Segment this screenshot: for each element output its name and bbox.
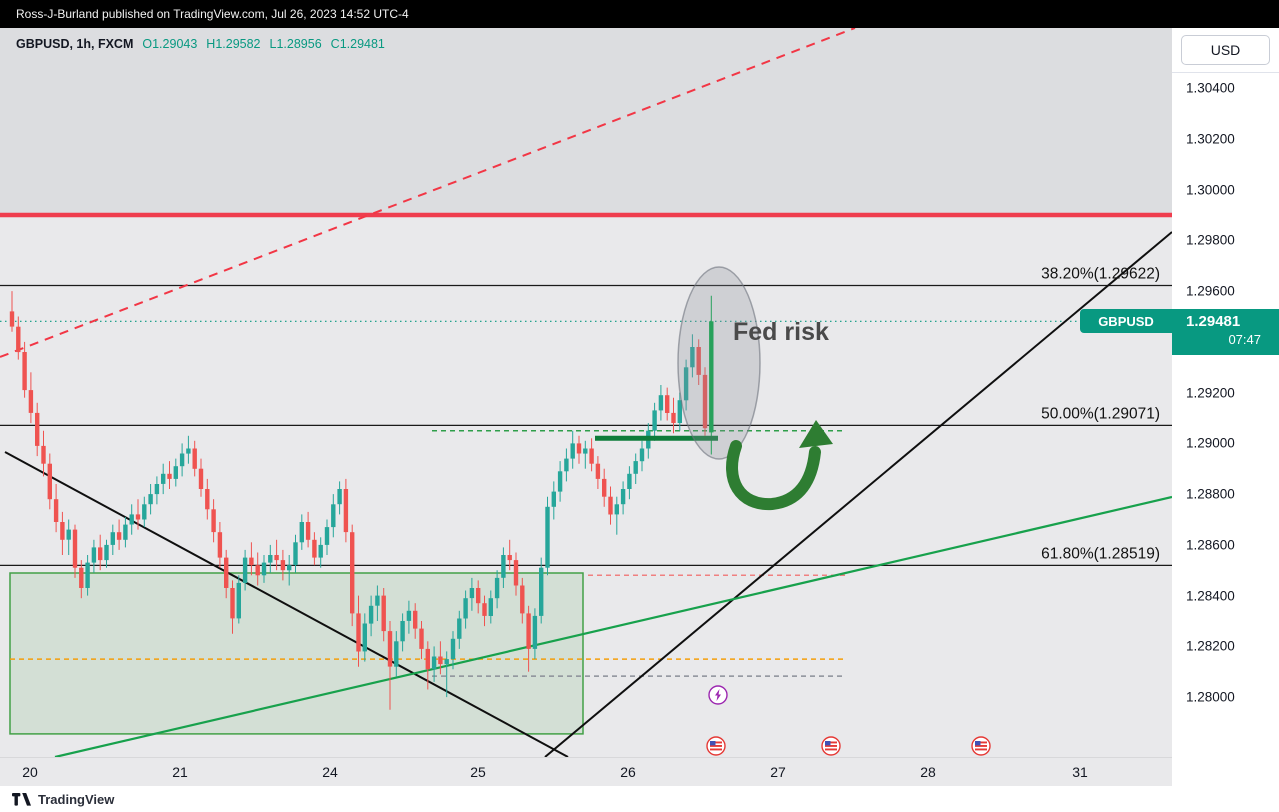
price-tick: 1.29000 [1186,435,1235,451]
price-tick: 1.30400 [1186,80,1235,96]
price-axis[interactable]: USD 1.30400 1.30200 1.30000 1.29800 1.29600 1… [1172,28,1279,786]
time-axis-label: 28 [920,764,936,780]
brand-text[interactable]: TradingView [38,791,115,807]
chart-window: 38.20%(1.29622) 50.00%(1.29071) 61.80%(1.2… [0,28,1279,786]
time-axis-label: 31 [1072,764,1088,780]
price-tick: 1.28000 [1186,689,1235,705]
time-axis[interactable]: 20 21 24 25 26 27 28 31 [0,757,1172,786]
price-tick: 1.29800 [1186,232,1235,248]
last-price: 1.29481 [1186,313,1241,331]
price-badge-symbol: GBPUSD [1080,309,1172,334]
time-axis-label: 25 [470,764,486,780]
price-tick: 1.28800 [1186,486,1235,502]
publish-bar: Ross-J-Burland published on TradingView.… [0,0,1279,28]
currency-toggle[interactable]: USD [1181,35,1270,65]
time-axis-label: 24 [322,764,338,780]
time-axis-label: 27 [770,764,786,780]
price-tick: 1.29200 [1186,385,1235,401]
price-badge: 1.29481 07:47 [1172,309,1279,356]
ohlc-high: H1.29582 [206,37,261,51]
bar-countdown: 07:47 [1228,332,1261,348]
currency-label: USD [1210,42,1241,58]
time-axis-label: 26 [620,764,636,780]
publish-text: Ross-J-Burland published on TradingView.… [16,7,409,21]
chart-legend[interactable]: GBPUSD, 1h, FXCM O1.29043 H1.29582 L1.28… [16,37,385,51]
svg-text:61.80%(1.28519): 61.80%(1.28519) [1041,545,1160,562]
ohlc-close: C1.29481 [330,37,385,51]
ohlc-open: O1.29043 [142,37,198,51]
price-tick: 1.28400 [1186,588,1235,604]
symbol-title[interactable]: GBPUSD, 1h, FXCM [16,37,134,51]
ohlc-low: L1.28956 [269,37,322,51]
price-tick: 1.30000 [1186,182,1235,198]
price-tick: 1.28600 [1186,537,1235,553]
svg-text:Fed risk: Fed risk [733,318,829,346]
price-chart-canvas[interactable]: 38.20%(1.29622) 50.00%(1.29071) 61.80%(1.2… [0,28,1172,757]
footer: TradingView [0,786,1279,812]
svg-text:38.20%(1.29622): 38.20%(1.29622) [1041,266,1160,283]
price-tick: 1.29600 [1186,283,1235,299]
svg-text:50.00%(1.29071): 50.00%(1.29071) [1041,405,1160,422]
axis-divider [1172,72,1279,73]
chart-area[interactable]: 38.20%(1.29622) 50.00%(1.29071) 61.80%(1.2… [0,28,1172,786]
price-tick: 1.30200 [1186,131,1235,147]
time-axis-label: 21 [172,764,188,780]
tradingview-logo[interactable] [12,792,31,807]
time-axis-label: 20 [22,764,38,780]
price-tick: 1.28200 [1186,638,1235,654]
